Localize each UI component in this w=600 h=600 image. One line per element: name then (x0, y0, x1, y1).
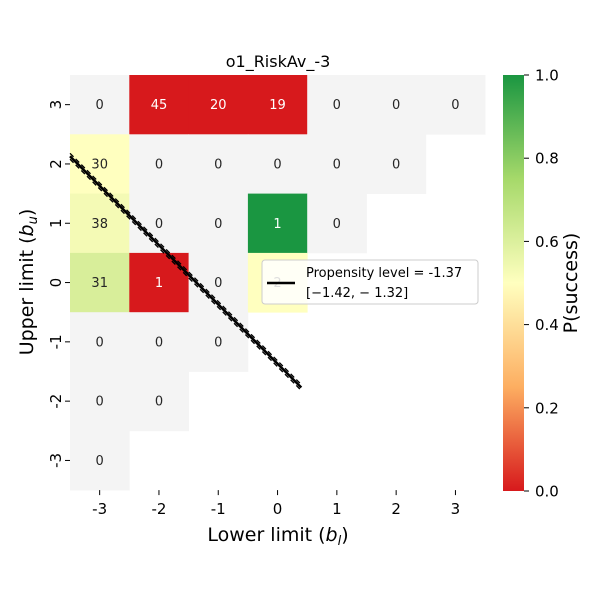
cell-count-label: 0 (155, 335, 163, 350)
cell-count-label: 0 (155, 158, 163, 173)
colorbar-label: P(success) (560, 233, 582, 334)
colorbar: 0.0 0.2 0.4 0.6 0.8 1.0 P(success) (503, 67, 582, 501)
heatmap-cell (70, 430, 130, 491)
heatmap-cell (188, 312, 249, 372)
heatmap-cell (70, 312, 130, 372)
heatmap-cell-labels: 0452019000300000038001031102000000 (91, 98, 459, 469)
x-tick-label: 0 (273, 500, 283, 518)
cell-count-label: 19 (269, 98, 286, 113)
cell-count-label: 0 (96, 454, 104, 469)
cell-count-label: 0 (333, 158, 341, 173)
colorbar-gradient (503, 75, 524, 491)
y-tick-label: -2 (47, 394, 65, 409)
colorbar-tick-label: 0.0 (535, 483, 559, 501)
cell-count-label: 1 (155, 276, 163, 291)
heatmap-cell (188, 75, 249, 135)
cell-count-label: 0 (155, 217, 163, 232)
cell-count-label: 1 (273, 217, 281, 232)
heatmap-cell (366, 134, 427, 194)
propensity-lines (69, 152, 303, 391)
y-tick-label: 0 (47, 278, 65, 288)
cell-count-label: 0 (273, 158, 281, 173)
cell-count-label: 20 (210, 98, 227, 113)
y-tick-label: 2 (47, 159, 65, 169)
cell-count-label: 0 (214, 217, 222, 232)
legend: Propensity level = -1.37 [−1.42, − 1.32] (261, 259, 479, 305)
colorbar-ticks: 0.0 0.2 0.4 0.6 0.8 1.0 (524, 67, 559, 501)
heatmap-cell (129, 371, 189, 432)
cell-count-label: 0 (214, 335, 222, 350)
legend-box (261, 259, 479, 305)
colorbar-tick-label: 0.4 (535, 316, 559, 334)
colorbar-tick-label: 0.8 (535, 150, 559, 168)
cell-count-label: 30 (91, 158, 108, 173)
chart-title: o1_RiskAv_-3 (226, 52, 331, 72)
heatmap-cell (70, 75, 130, 135)
heatmap-cell (307, 75, 367, 135)
colorbar-tick-label: 1.0 (535, 67, 559, 85)
heatmap-cell (129, 312, 189, 372)
propensity-ci-low-line (69, 158, 302, 391)
heatmap-cell (307, 134, 367, 194)
heatmap-cell (307, 193, 367, 254)
heatmap-cell (425, 75, 486, 135)
cell-count-label: 0 (96, 395, 104, 410)
cell-count-label: 0 (155, 395, 163, 410)
legend-label-line2: [−1.42, − 1.32] (306, 286, 408, 301)
cell-count-label: 0 (333, 98, 341, 113)
cell-count-label: 0 (96, 335, 104, 350)
y-tick-label: 3 (47, 100, 65, 110)
heatmap-cell (188, 193, 249, 254)
heatmap-cell (366, 75, 427, 135)
cell-count-label: 0 (333, 217, 341, 232)
x-tick-label: 1 (332, 500, 342, 518)
propensity-line (69, 155, 303, 389)
y-tick-label: -3 (47, 453, 65, 468)
cell-count-label: 0 (392, 98, 400, 113)
x-tick-label: -3 (92, 500, 107, 518)
cell-count-label: 38 (91, 217, 108, 232)
cell-count-label: 0 (214, 158, 222, 173)
x-axis-label: Lower limit (bl) (207, 524, 348, 549)
heatmap-cell (129, 193, 189, 254)
heatmap-cell (247, 193, 308, 254)
x-tick-label: -1 (211, 500, 226, 518)
colorbar-tick-label: 0.6 (535, 233, 559, 251)
y-tick-label: -1 (47, 334, 65, 349)
heatmap-cell (129, 134, 189, 194)
x-axis-ticks: -3 -2 -1 0 1 2 3 (92, 490, 460, 518)
colorbar-tick-label: 0.2 (535, 399, 559, 417)
heatmap-cell (247, 75, 308, 135)
heatmap-cell (70, 371, 130, 432)
legend-label-line1: Propensity level = -1.37 (306, 266, 462, 281)
cell-count-label: 0 (392, 158, 400, 173)
cell-count-label: 45 (151, 98, 168, 113)
x-tick-label: 2 (391, 500, 401, 518)
heatmap-cell (188, 134, 249, 194)
heatmap-cell (70, 252, 130, 313)
cell-count-label: 0 (96, 98, 104, 113)
cell-count-label: 0 (451, 98, 459, 113)
propensity-ci-high-line (69, 152, 302, 385)
heatmap-cell (70, 193, 130, 254)
y-tick-label: 1 (47, 218, 65, 228)
y-axis-label: Upper limit (bu) (16, 209, 41, 356)
cell-count-label: 31 (91, 276, 108, 291)
heatmap-cell (247, 134, 308, 194)
heatmap-cell (188, 252, 249, 313)
x-tick-label: 3 (451, 500, 461, 518)
cell-count-label: 0 (214, 276, 222, 291)
y-axis-ticks: 3 2 1 0 -1 -2 -3 (47, 100, 70, 468)
x-tick-label: -2 (151, 500, 166, 518)
heatmap-cell (129, 75, 189, 135)
